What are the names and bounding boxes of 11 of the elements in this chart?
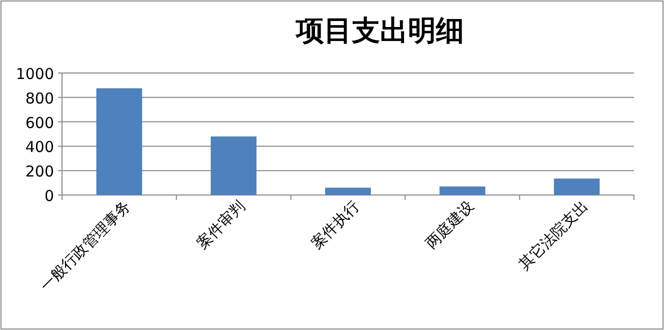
y-tick-label: 200: [25, 162, 54, 181]
chart-title: 项目支出明细: [295, 16, 464, 47]
x-tick-label: 案件审判: [193, 197, 248, 252]
y-tick-label: 400: [25, 138, 54, 156]
y-tick-label: 800: [25, 89, 54, 108]
x-tick-label: 两庭建设: [422, 197, 478, 252]
x-tick-label: 其它法院支出: [515, 197, 592, 274]
y-tick-label: 0: [44, 187, 54, 205]
x-tick-label: 案件执行: [308, 197, 363, 252]
y-tick-label: 600: [25, 114, 54, 132]
y-tick-label: 1000: [16, 65, 54, 83]
